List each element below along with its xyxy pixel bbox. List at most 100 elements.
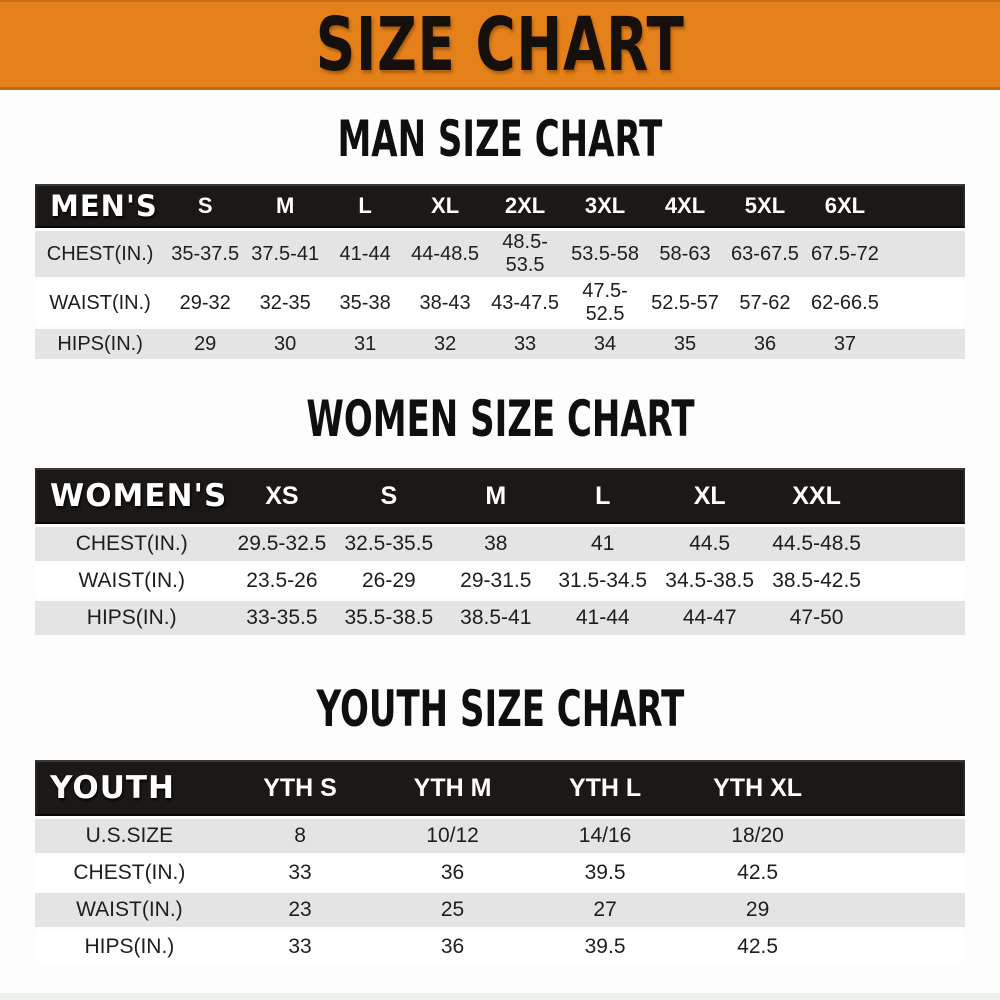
- row-label: CHEST(IN.): [35, 231, 166, 277]
- size-value: 67.5-72: [804, 231, 885, 277]
- row-spacer: [833, 856, 965, 890]
- women-size-title-text: WOMEN SIZE CHART: [305, 390, 695, 448]
- size-value: 33-35.5: [228, 601, 336, 635]
- table-row: U.S.SIZE 8 10/12 14/16 18/20: [35, 819, 965, 853]
- man-size-section: MAN SIZE CHART MEN'S S M L XL 2XL 3XL 4XL 5XL 6XL…: [0, 114, 1000, 362]
- size-value: 32: [405, 329, 486, 359]
- size-value: 48.5-53.5: [485, 231, 566, 277]
- row-label: HIPS(IN.): [35, 601, 229, 635]
- row-spacer: [884, 231, 965, 277]
- size-value: 42.5: [681, 856, 834, 890]
- size-column-header: S: [335, 468, 443, 524]
- size-value: 41-44: [549, 601, 657, 635]
- size-value: 44.5-48.5: [763, 527, 871, 561]
- row-spacer: [884, 280, 965, 326]
- size-value: 36: [724, 329, 805, 359]
- man-size-table: MEN'S S M L XL 2XL 3XL 4XL 5XL 6XL CHEST(IN.) 35-37…: [35, 181, 965, 362]
- row-label: WAIST(IN.): [35, 893, 224, 927]
- size-column-header: 3XL: [565, 184, 646, 228]
- size-value: 29: [165, 329, 246, 359]
- size-value: 23.5-26: [228, 564, 336, 598]
- size-value: 33: [485, 329, 566, 359]
- size-value: 29-31.5: [442, 564, 550, 598]
- size-value: 35.5-38.5: [335, 601, 443, 635]
- size-value: 33: [223, 856, 377, 890]
- size-value: 44.5: [656, 527, 764, 561]
- size-value: 18/20: [681, 819, 834, 853]
- size-value: 41: [549, 527, 657, 561]
- youth-size-title: YOUTH SIZE CHART: [0, 684, 1000, 734]
- size-column-header: XXL: [763, 468, 871, 524]
- size-column-header: YTH S: [223, 760, 377, 816]
- size-value: 35-37.5: [165, 231, 246, 277]
- youth-size-section: YOUTH SIZE CHART YOUTH YTH S YTH M YTH L YTH…: [0, 684, 1000, 967]
- size-value: 34.5-38.5: [656, 564, 764, 598]
- size-value: 38-43: [405, 280, 486, 326]
- table-header-row: MEN'S S M L XL 2XL 3XL 4XL 5XL 6XL: [35, 184, 965, 228]
- youth-size-table: YOUTH YTH S YTH M YTH L YTH XL U.S.SIZE 8 10/12…: [35, 757, 965, 967]
- group-label: WOMEN'S: [35, 468, 229, 524]
- size-value: 35-38: [325, 280, 406, 326]
- header-spacer: [833, 760, 965, 816]
- women-size-section: WOMEN SIZE CHART WOMEN'S XS S M L XL XXL CHEST(…: [0, 394, 1000, 638]
- size-value: 52.5-57: [645, 280, 725, 326]
- size-value: 31: [325, 329, 406, 359]
- table-row: CHEST(IN.) 29.5-32.5 32.5-35.5 38 41 44.5 44.5…: [35, 527, 965, 561]
- header-spacer: [870, 468, 965, 524]
- size-value: 43-47.5: [485, 280, 566, 326]
- size-column-header: L: [325, 184, 406, 228]
- size-value: 33: [223, 930, 377, 964]
- size-value: 36: [376, 930, 529, 964]
- row-label: WAIST(IN.): [35, 564, 229, 598]
- bottom-edge-strip: [0, 993, 1000, 1000]
- size-column-header: YTH M: [376, 760, 529, 816]
- size-value: 42.5: [681, 930, 834, 964]
- size-column-header: YTH XL: [681, 760, 834, 816]
- size-value: 34: [565, 329, 646, 359]
- size-value: 53.5-58: [565, 231, 646, 277]
- row-spacer: [884, 329, 965, 359]
- row-spacer: [833, 893, 965, 927]
- size-column-header: 4XL: [645, 184, 725, 228]
- row-spacer: [833, 819, 965, 853]
- banner-title: SIZE CHART: [315, 1, 685, 88]
- table-row: WAIST(IN.) 29-32 32-35 35-38 38-43 43-47.5 47.…: [35, 280, 965, 326]
- table-row: HIPS(IN.) 29 30 31 32 33 34 35 36 37: [35, 329, 965, 359]
- row-label: U.S.SIZE: [35, 819, 224, 853]
- size-column-header: YTH L: [528, 760, 682, 816]
- women-size-title: WOMEN SIZE CHART: [0, 394, 1000, 444]
- table-row: WAIST(IN.) 23.5-26 26-29 29-31.5 31.5-34.5 34…: [35, 564, 965, 598]
- table-row: HIPS(IN.) 33-35.5 35.5-38.5 38.5-41 41-44 44-…: [35, 601, 965, 635]
- women-size-table: WOMEN'S XS S M L XL XXL CHEST(IN.) 29.5-32.5 32.5…: [35, 465, 965, 638]
- size-value: 37.5-41: [245, 231, 326, 277]
- row-spacer: [833, 930, 965, 964]
- row-spacer: [870, 527, 965, 561]
- size-value: 10/12: [376, 819, 529, 853]
- size-value: 57-62: [724, 280, 805, 326]
- size-value: 23: [223, 893, 377, 927]
- size-column-header: 2XL: [485, 184, 566, 228]
- group-label: MEN'S: [35, 184, 166, 228]
- size-value: 41-44: [325, 231, 406, 277]
- size-value: 47-50: [763, 601, 871, 635]
- table-row: HIPS(IN.) 33 36 39.5 42.5: [35, 930, 965, 964]
- header-spacer: [884, 184, 965, 228]
- size-value: 63-67.5: [724, 231, 805, 277]
- size-value: 31.5-34.5: [549, 564, 657, 598]
- size-column-header: XL: [656, 468, 764, 524]
- banner: SIZE CHART: [0, 0, 1000, 90]
- size-column-header: L: [549, 468, 657, 524]
- size-value: 8: [223, 819, 377, 853]
- size-value: 44-48.5: [405, 231, 486, 277]
- row-spacer: [870, 564, 965, 598]
- man-size-title: MAN SIZE CHART: [0, 114, 1000, 164]
- group-label: YOUTH: [35, 760, 224, 816]
- row-label: HIPS(IN.): [35, 329, 166, 359]
- size-value: 26-29: [335, 564, 443, 598]
- size-value: 27: [528, 893, 682, 927]
- size-value: 25: [376, 893, 529, 927]
- size-column-header: 5XL: [724, 184, 805, 228]
- row-spacer: [870, 601, 965, 635]
- size-column-header: S: [165, 184, 246, 228]
